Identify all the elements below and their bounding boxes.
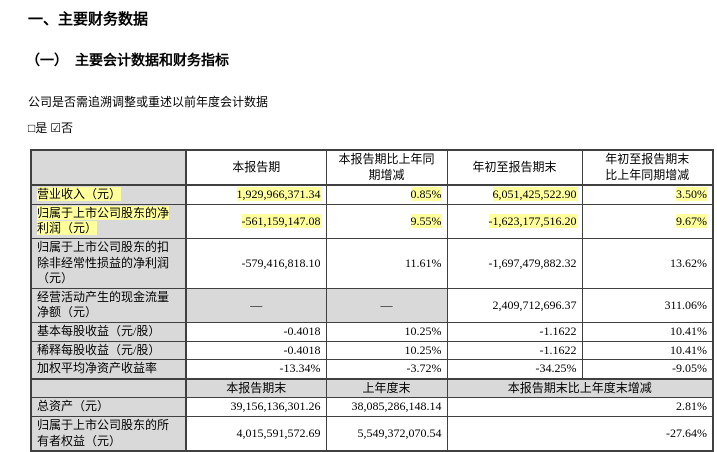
value-cell: 9.55% [325,203,448,239]
row-label: 加权平均净资产收益率 [30,359,187,380]
table-row-shareholders-equity: 归属于上市公司股东的所有者权益（元） 4,015,591,572.69 5,54… [30,415,714,452]
header-cell-current-period: 本报告期 [185,149,327,187]
value-cell: 0.85% [325,184,448,205]
subheader-empty-cell [30,377,187,399]
value-cell: -1.1622 [446,340,583,361]
value-cell: -1.1622 [446,321,583,342]
value-cell: 10.41% [581,321,714,342]
value-cell: 9.67% [581,203,714,239]
table-row-weighted-avg-roe: 加权平均净资产收益率 -13.34% -3.72% -34.25% -9.05% [30,359,714,380]
row-label: 归属于上市公司股东的净利润（元） [30,203,187,239]
value-cell: 2,409,712,696.37 [446,287,583,323]
subsection-title: （一） 主要会计数据和财务指标 [26,54,229,69]
table-row-revenue: 营业收入（元） 1,929,966,371.34 0.85% 6,051,425… [30,184,714,205]
value-cell: 4,015,591,572.69 [185,415,327,452]
value-cell: -27.64% [446,415,714,452]
value-cell: 1,929,966,371.34 [185,184,327,205]
value-cell: 10.25% [325,321,448,342]
header-cell-yoy-change: 本报告期比上年同 期增减 [325,149,448,187]
table-row-basic-eps: 基本每股收益（元/股） -0.4018 10.25% -1.1622 10.41… [30,321,714,342]
restatement-question: 公司是否需追溯调整或重述以前年度会计数据 [28,95,269,109]
value-cell: -0.4018 [185,321,327,342]
header-cell-ytd-yoy-change: 年初至报告期末 比上年同期增减 [581,149,714,187]
value-cell: 10.41% [581,340,714,361]
restatement-answer-checkboxes: □是 ☑否 [28,121,74,135]
value-cell: -3.72% [325,359,448,380]
value-cell: -9.05% [581,359,714,380]
value-cell: 3.50% [581,184,714,205]
header-empty-cell [30,149,187,187]
table-subheader-row: 本报告期末 上年度末 本报告期末比上年度末增减 [30,377,714,399]
value-cell: 2.81% [446,397,714,417]
table-row-operating-cash-flow: 经营活动产生的现金流量净额（元） — — 2,409,712,696.37 31… [30,287,714,323]
financial-data-table: 本报告期 本报告期比上年同 期增减 年初至报告期末 年初至报告期末 比上年同期增… [30,149,714,452]
value-cell: 13.62% [581,237,714,289]
value-cell: 6,051,425,522.90 [446,184,583,205]
row-label: 稀释每股收益（元/股） [30,340,187,361]
table-row-diluted-eps: 稀释每股收益（元/股） -0.4018 10.25% -1.1622 10.41… [30,340,714,361]
value-cell: -34.25% [446,359,583,380]
row-label: 归属于上市公司股东的所有者权益（元） [30,415,187,452]
value-cell: 39,156,136,301.26 [185,397,327,417]
subheader-cell-change-vs-prev-year-end: 本报告期末比上年度末增减 [446,377,714,399]
value-cell: -0.4018 [185,340,327,361]
value-cell-dash: — [325,287,448,323]
value-cell: -579,416,818.10 [185,237,327,289]
subheader-cell-period-end: 本报告期末 [185,377,327,399]
row-label: 经营活动产生的现金流量净额（元） [30,287,187,323]
table-row-net-profit: 归属于上市公司股东的净利润（元） -561,159,147.08 9.55% -… [30,203,714,239]
value-cell: 11.61% [325,237,448,289]
value-cell: 38,085,286,148.14 [325,397,448,417]
value-cell: -13.34% [185,359,327,380]
row-label: 营业收入（元） [30,184,187,205]
table-row-net-profit-excl-nonrecurring: 归属于上市公司股东的扣除非经常性损益的净利润（元） -579,416,818.1… [30,237,714,289]
row-label: 总资产（元） [30,397,187,417]
section-title: 一、主要财务数据 [28,12,149,28]
value-cell: -1,623,177,516.20 [446,203,583,239]
header-cell-ytd: 年初至报告期末 [446,149,583,187]
row-label: 归属于上市公司股东的扣除非经常性损益的净利润（元） [30,237,187,289]
table-row-total-assets: 总资产（元） 39,156,136,301.26 38,085,286,148.… [30,397,714,417]
value-cell: 311.06% [581,287,714,323]
value-cell-dash: — [185,287,327,323]
value-cell: -561,159,147.08 [185,203,327,239]
value-cell: 5,549,372,070.54 [325,415,448,452]
subheader-cell-prev-year-end: 上年度末 [325,377,448,399]
row-label: 基本每股收益（元/股） [30,321,187,342]
value-cell: -1,697,479,882.32 [446,237,583,289]
value-cell: 10.25% [325,340,448,361]
table-header-row: 本报告期 本报告期比上年同 期增减 年初至报告期末 年初至报告期末 比上年同期增… [30,149,714,187]
